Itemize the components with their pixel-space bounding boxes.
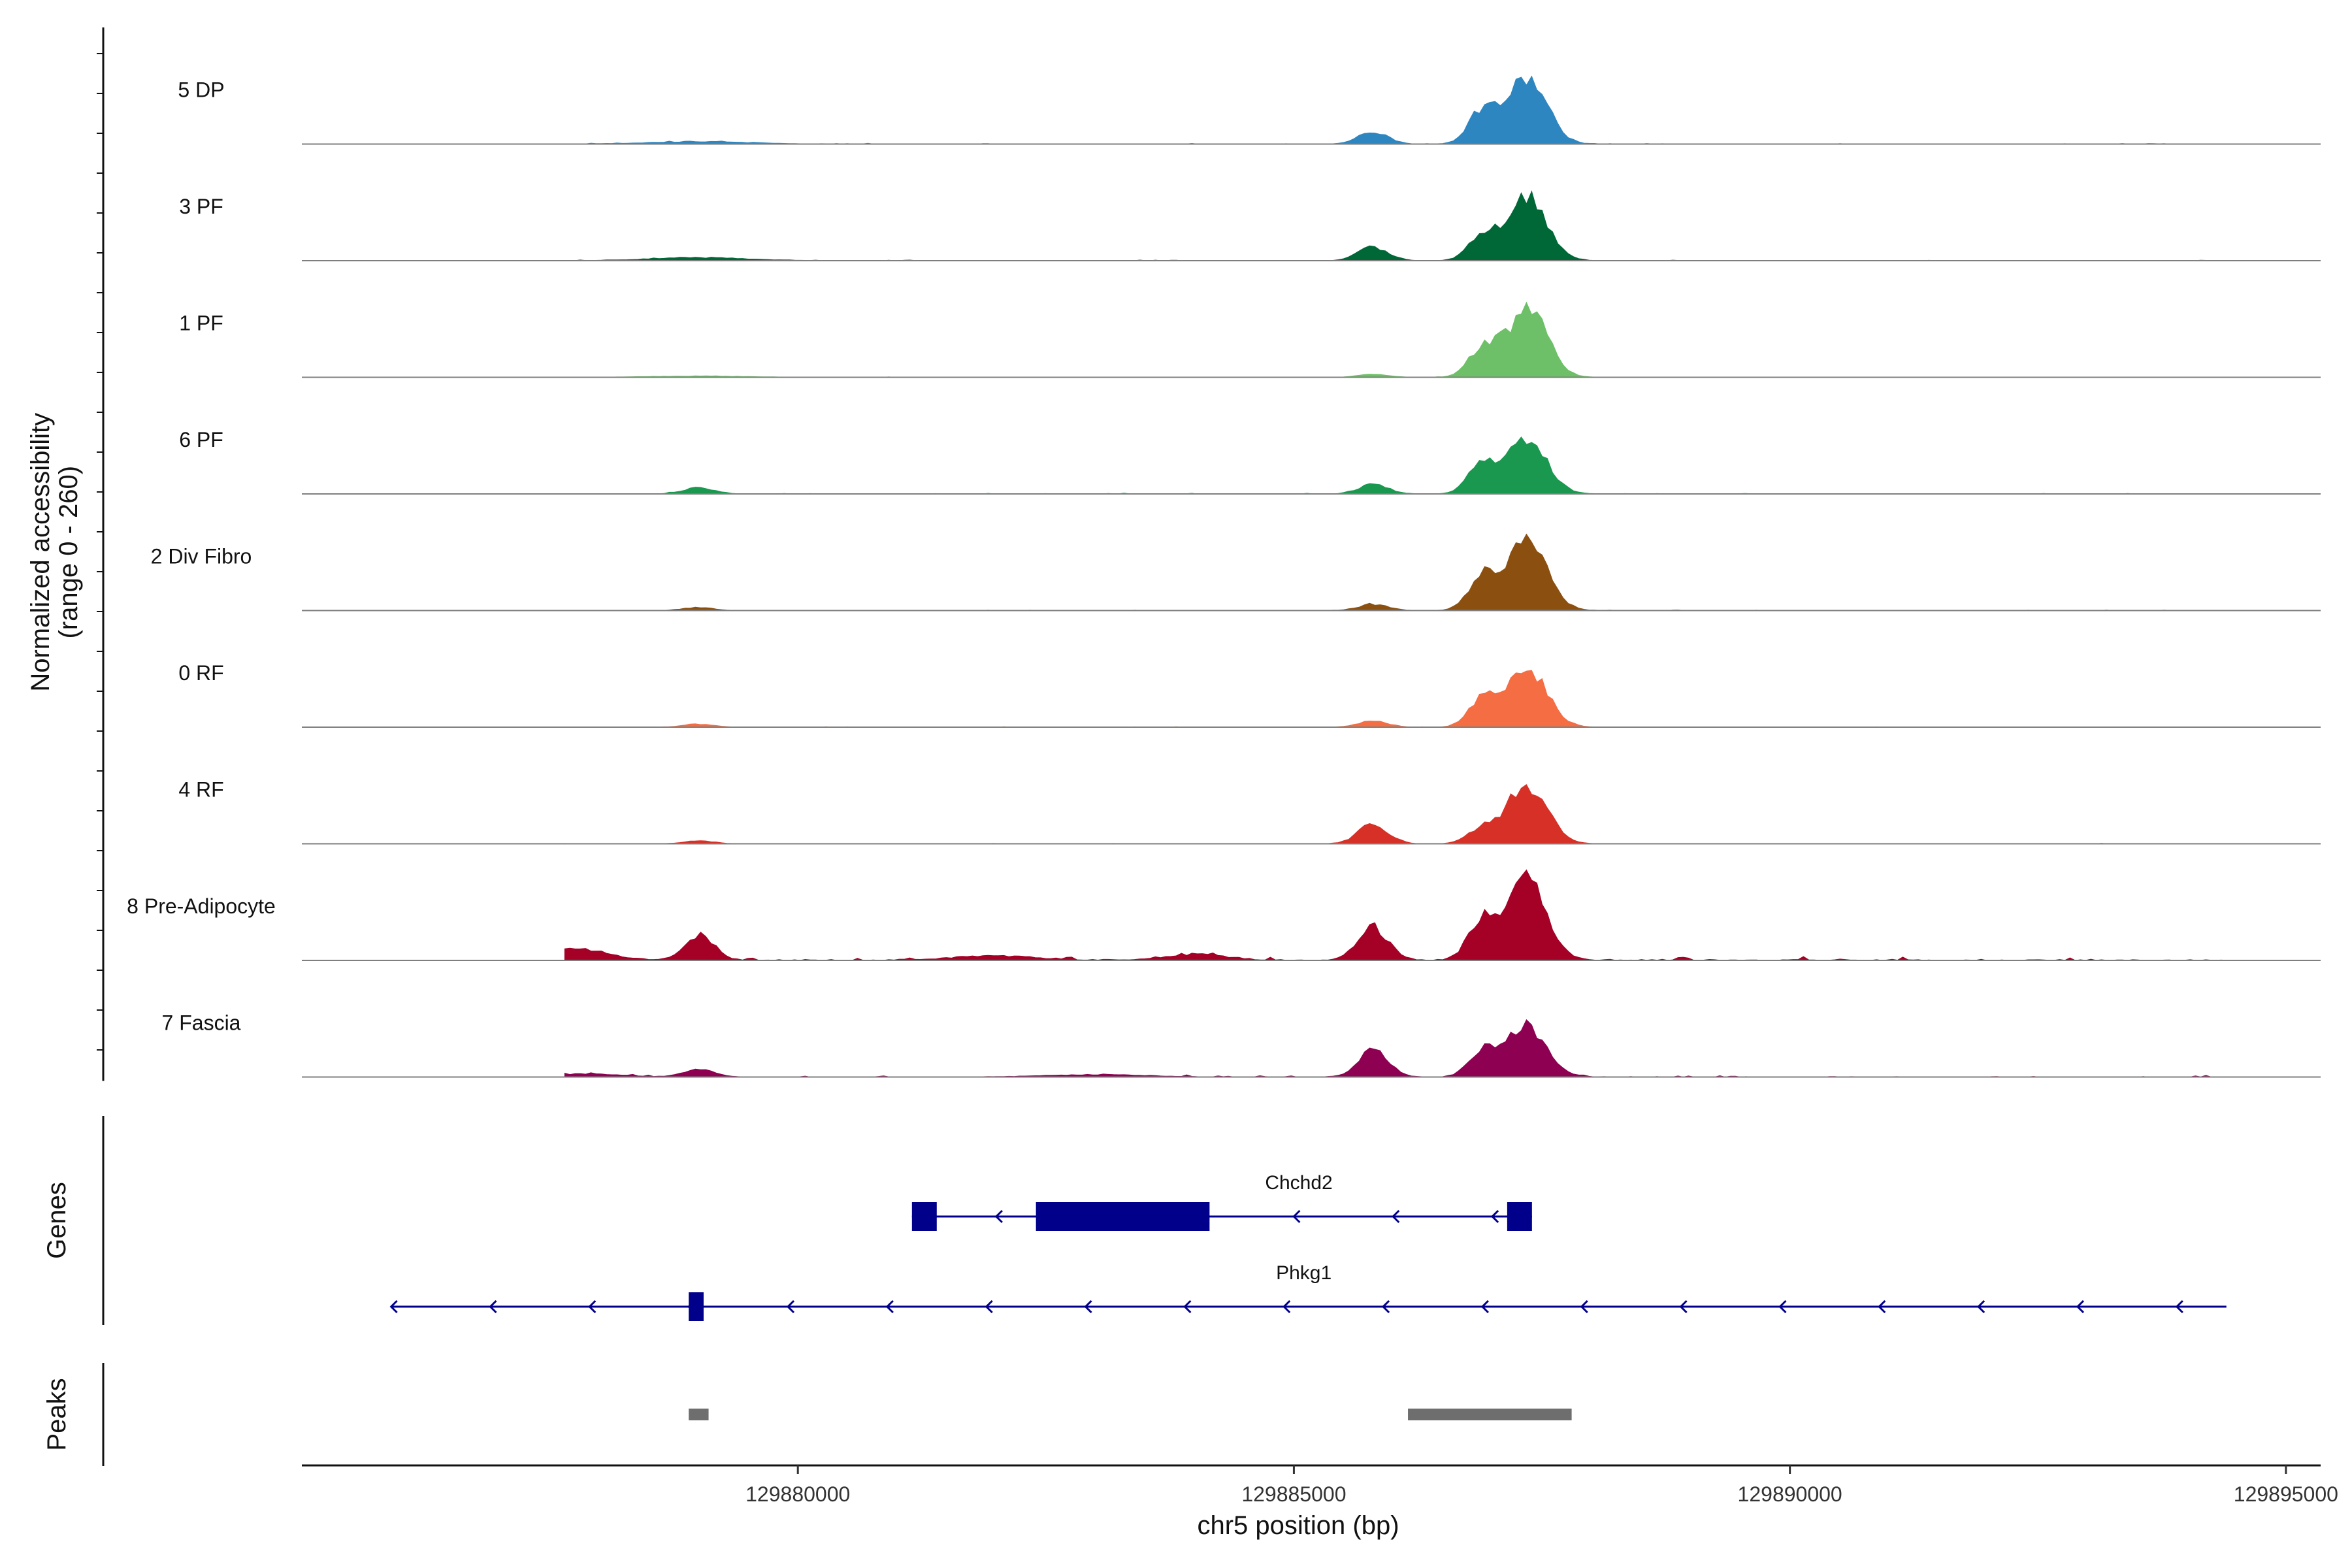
track-label: 1 PF	[179, 312, 223, 335]
strand-arrow	[1392, 1209, 1400, 1224]
track-0-rf: 0 RF	[178, 661, 2321, 728]
track-label: 2 Div Fibro	[151, 545, 252, 568]
strand-arrow	[1977, 1299, 1985, 1314]
track-label: 3 PF	[179, 195, 223, 218]
strand-arrow	[389, 1299, 398, 1314]
strand-arrow	[985, 1299, 993, 1314]
strand-arrow	[1490, 1209, 1499, 1224]
strand-arrow	[885, 1299, 894, 1314]
strand-arrow	[1480, 1299, 1489, 1314]
y-axis-title-line2: (range 0 - 260)	[54, 466, 83, 639]
strand-arrow	[1183, 1299, 1192, 1314]
x-tick-label: 129895000	[2234, 1482, 2338, 1506]
x-tick-label: 129890000	[1738, 1482, 1842, 1506]
track-7-fascia: 7 Fascia	[162, 1011, 2321, 1078]
peaks-panel-title: Peaks	[42, 1378, 71, 1450]
track-5-dp: 5 DP	[178, 75, 2321, 145]
x-tick-label: 129885000	[1241, 1482, 1346, 1506]
strand-arrow	[1778, 1299, 1787, 1314]
peak-region	[689, 1409, 709, 1420]
genes-panel: Chchd2 Phkg1	[102, 1116, 2227, 1325]
track-6-pf: 6 PF	[179, 428, 2321, 495]
coverage-area	[564, 869, 2227, 961]
track-2-div-fibro: 2 Div Fibro	[151, 533, 2321, 612]
track-label: 6 PF	[179, 428, 223, 451]
coverage-area	[564, 1019, 2227, 1078]
track-8-pre-adipocyte: 8 Pre-Adipocyte	[127, 869, 2321, 961]
coverage-tracks: 5 DP 3 PF 1 PF 6 PF 2 Div Fibro 0 RF 4 RF 8 Pre…	[127, 75, 2321, 1078]
peaks-panel	[102, 1363, 1572, 1466]
strand-arrow	[2076, 1299, 2085, 1314]
track-label: 0 RF	[178, 661, 223, 685]
coverage-area	[564, 301, 2227, 378]
strand-arrow	[1084, 1299, 1092, 1314]
strand-arrow	[1381, 1299, 1390, 1314]
strand-arrow	[1282, 1299, 1291, 1314]
x-tick-label: 129880000	[745, 1482, 850, 1506]
track-label: 4 RF	[178, 778, 223, 802]
track-label: 5 DP	[178, 78, 224, 102]
strand-arrow	[786, 1299, 795, 1314]
coverage-area	[564, 670, 2227, 728]
exon-block	[689, 1292, 704, 1321]
gene-phkg1: Phkg1	[389, 1262, 2227, 1321]
gene-name: Chchd2	[1265, 1172, 1332, 1194]
track-3-pf: 3 PF	[179, 190, 2321, 261]
strand-arrow	[1292, 1209, 1301, 1224]
track-1-pf: 1 PF	[179, 301, 2321, 378]
track-label: 8 Pre-Adipocyte	[127, 894, 276, 918]
exon-block	[911, 1202, 937, 1231]
x-axis-title: chr5 position (bp)	[1197, 1511, 1399, 1540]
strand-arrow	[1679, 1299, 1688, 1314]
x-axis: 129880000 129885000 129890000 129895000	[302, 1464, 2338, 1506]
coverage-area	[564, 784, 2227, 845]
strand-arrow	[489, 1299, 497, 1314]
y-axis-title-line1: Normalized accessibility	[26, 413, 55, 692]
strand-arrow	[1878, 1299, 1886, 1314]
genes-panel-title: Genes	[42, 1182, 71, 1259]
strand-arrow	[2175, 1299, 2183, 1314]
strand-arrow	[994, 1209, 1003, 1224]
exon-block	[1507, 1202, 1532, 1231]
gene-name: Phkg1	[1276, 1262, 1331, 1284]
track-4-rf: 4 RF	[178, 778, 2321, 845]
strand-arrow	[588, 1299, 596, 1314]
coverage-y-axis	[97, 27, 105, 1081]
coverage-area	[564, 436, 2227, 495]
coverage-area	[564, 190, 2227, 261]
track-label: 7 Fascia	[162, 1011, 241, 1035]
coverage-area	[564, 75, 2227, 145]
peak-region	[1408, 1409, 1572, 1420]
strand-arrow	[1580, 1299, 1588, 1314]
exon-block	[1036, 1202, 1210, 1231]
gene-chchd2: Chchd2	[911, 1172, 1532, 1231]
coverage-area	[564, 533, 2227, 612]
